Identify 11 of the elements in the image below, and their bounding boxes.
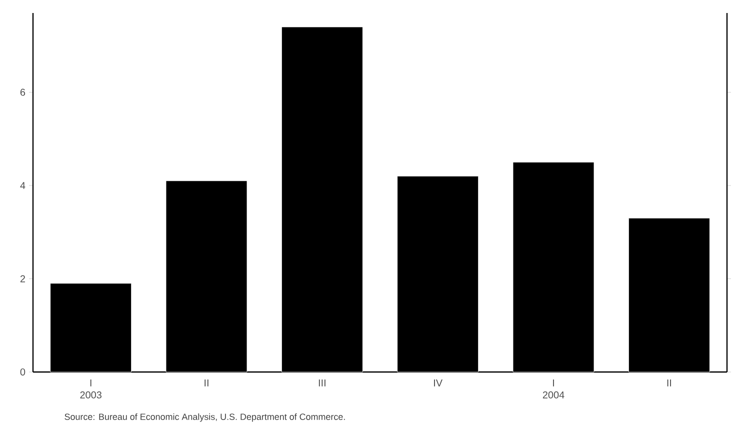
x-tick-label: II (667, 380, 672, 386)
x-tick-label: I 2003 (80, 380, 102, 398)
y-tick-label: 2 (20, 275, 25, 282)
y-tick-label: 0 (20, 368, 26, 376)
y-tick-label: 4 (20, 182, 26, 189)
source-note: Source: Bureau of Economic Analysis, U.S. Department of Commerce. (64, 413, 345, 422)
x-tick-label: III (318, 380, 326, 386)
x-tick-label: IV (434, 380, 443, 386)
x-tick-label: I 2004 (542, 380, 564, 398)
x-tick-label: II (204, 380, 208, 386)
y-tick-label: 6 (20, 88, 26, 96)
